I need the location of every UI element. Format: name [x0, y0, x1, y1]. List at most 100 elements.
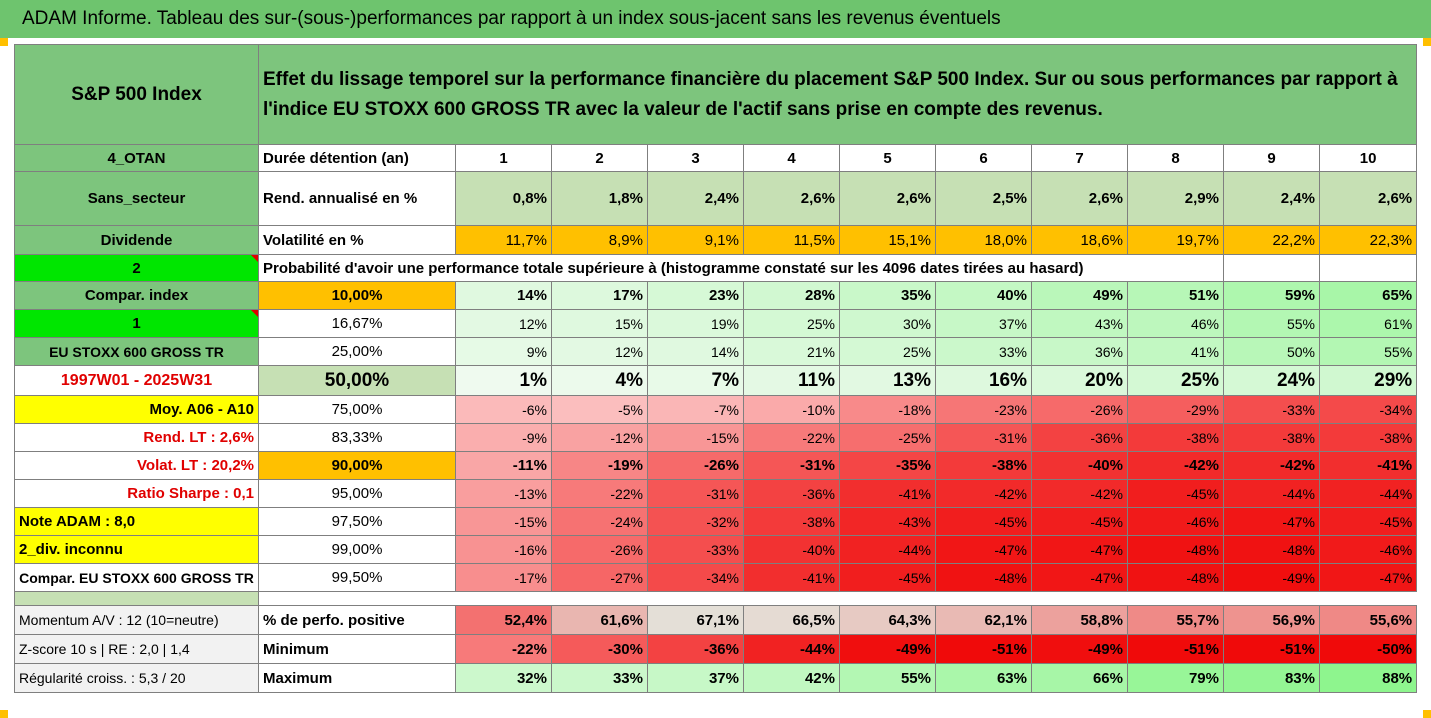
percentile-value: 14% — [647, 337, 744, 366]
percentile-value: -13% — [455, 479, 552, 508]
percentile-value: -34% — [647, 563, 744, 592]
percentile-row: 1997W01 - 2025W31 50,00% 1% 4% 7% 11% 13% 16% 20… — [14, 365, 1418, 396]
percentile-value: -46% — [1127, 507, 1224, 536]
summary-value: -36% — [647, 634, 744, 664]
percentile-value: -29% — [1127, 395, 1224, 424]
summary-value: -51% — [1223, 634, 1320, 664]
volatility-value: 18,0% — [935, 225, 1032, 255]
selector-cell[interactable]: 2 — [14, 254, 259, 282]
return-row: Sans_secteur Rend. annualisé en % 0,8% 1… — [14, 171, 1418, 226]
volatility-value: 22,3% — [1318, 225, 1418, 255]
percentile-threshold: 50,00% — [258, 365, 456, 396]
percentile-value: -44% — [1318, 479, 1418, 508]
percentile-value: 13% — [839, 365, 936, 396]
percentile-value: -42% — [1127, 451, 1224, 480]
return-value: 1,8% — [551, 171, 648, 226]
separator-cell — [14, 591, 259, 606]
percentile-value: -26% — [551, 535, 648, 564]
return-label: Rend. annualisé en % — [258, 171, 456, 226]
percentile-value: 37% — [935, 309, 1032, 338]
row-side-label[interactable]: 1 — [14, 309, 259, 338]
corner-marker — [1423, 38, 1431, 46]
percentile-value: -47% — [1031, 563, 1128, 592]
percentile-value: 17% — [551, 281, 648, 310]
percentile-row: Moy. A06 - A10 75,00% -6% -5% -7% -10% -18% -23… — [14, 395, 1418, 424]
percentile-value: -48% — [1127, 535, 1224, 564]
volatility-value: 19,7% — [1127, 225, 1224, 255]
percentile-value: 25% — [743, 309, 840, 338]
summary-value: 79% — [1127, 663, 1224, 693]
asset-name: S&P 500 Index — [14, 44, 259, 145]
summary-value: 64,3% — [839, 605, 936, 635]
row-tag: 4_OTAN — [14, 144, 259, 172]
percentile-value: -5% — [551, 395, 648, 424]
percentile-value: -9% — [455, 423, 552, 452]
summary-value: 66% — [1031, 663, 1128, 693]
year-header: 2 — [551, 144, 648, 172]
percentile-value: -44% — [1223, 479, 1320, 508]
percentile-value: -6% — [455, 395, 552, 424]
summary-value: -44% — [743, 634, 840, 664]
summary-value: 61,6% — [551, 605, 648, 635]
percentile-value: -45% — [935, 507, 1032, 536]
summary-side-label: Régularité croiss. : 5,3 / 20 — [14, 663, 259, 693]
separator-row — [14, 591, 1418, 606]
corner-marker — [1423, 710, 1431, 718]
volatility-value: 9,1% — [647, 225, 744, 255]
percentile-row: 2_div. inconnu 99,00% -16% -26% -33% -40% -44%… — [14, 535, 1418, 564]
row-side-label: Volat. LT : 20,2% — [14, 451, 259, 480]
summary-value: 88% — [1318, 663, 1418, 693]
percentile-value: -12% — [551, 423, 648, 452]
summary-value: 58,8% — [1031, 605, 1128, 635]
return-value: 2,6% — [1318, 171, 1418, 226]
year-header: 5 — [839, 144, 936, 172]
percentile-row: Compar. index 10,00% 14% 17% 23% 28% 35% 40% 49%… — [14, 281, 1418, 310]
year-header: 3 — [647, 144, 744, 172]
summary-value: 66,5% — [743, 605, 840, 635]
summary-value: 32% — [455, 663, 552, 693]
percentile-row: Note ADAM : 8,0 97,50% -15% -24% -32% -38% -43… — [14, 507, 1418, 536]
summary-label: Maximum — [258, 663, 456, 693]
sector-tag: Sans_secteur — [14, 171, 259, 226]
summary-value: -22% — [455, 634, 552, 664]
percentile-value: -22% — [743, 423, 840, 452]
percentile-value: 9% — [455, 337, 552, 366]
percentile-value: -26% — [1031, 395, 1128, 424]
percentile-value: -35% — [839, 451, 936, 480]
probability-header-row: 2 Probabilité d'avoir une performance to… — [14, 254, 1418, 282]
percentile-value: 55% — [1318, 337, 1418, 366]
percentile-value: -47% — [1031, 535, 1128, 564]
percentile-value: -45% — [839, 563, 936, 592]
percentile-value: 16% — [935, 365, 1032, 396]
percentile-value: 21% — [743, 337, 840, 366]
percentile-value: -10% — [743, 395, 840, 424]
percentile-row: Ratio Sharpe : 0,1 95,00% -13% -22% -31% -36%… — [14, 479, 1418, 508]
percentile-value: -48% — [935, 563, 1032, 592]
summary-value: 42% — [743, 663, 840, 693]
summary-row: Régularité croiss. : 5,3 / 20 Maximum 32% 3… — [14, 663, 1418, 693]
return-value: 2,4% — [647, 171, 744, 226]
percentile-value: -11% — [455, 451, 552, 480]
percentile-value: -44% — [839, 535, 936, 564]
volatility-value: 11,5% — [743, 225, 840, 255]
percentile-value: -26% — [647, 451, 744, 480]
percentile-value: -25% — [839, 423, 936, 452]
summary-value: 33% — [551, 663, 648, 693]
percentile-value: -33% — [647, 535, 744, 564]
percentile-value: 65% — [1318, 281, 1418, 310]
year-header: 10 — [1318, 144, 1418, 172]
percentile-value: 50% — [1223, 337, 1320, 366]
percentile-value: -43% — [839, 507, 936, 536]
corner-marker — [0, 38, 8, 46]
return-value: 0,8% — [455, 171, 552, 226]
percentile-value: 36% — [1031, 337, 1128, 366]
percentile-threshold: 75,00% — [258, 395, 456, 424]
percentile-value: -46% — [1318, 535, 1418, 564]
volatility-row: Dividende Volatilité en % 11,7% 8,9% 9,1… — [14, 225, 1418, 255]
return-value: 2,6% — [743, 171, 840, 226]
percentile-threshold: 25,00% — [258, 337, 456, 366]
percentile-value: -48% — [1223, 535, 1320, 564]
percentile-value: -47% — [1318, 563, 1418, 592]
percentile-value: -36% — [743, 479, 840, 508]
percentile-value: 35% — [839, 281, 936, 310]
